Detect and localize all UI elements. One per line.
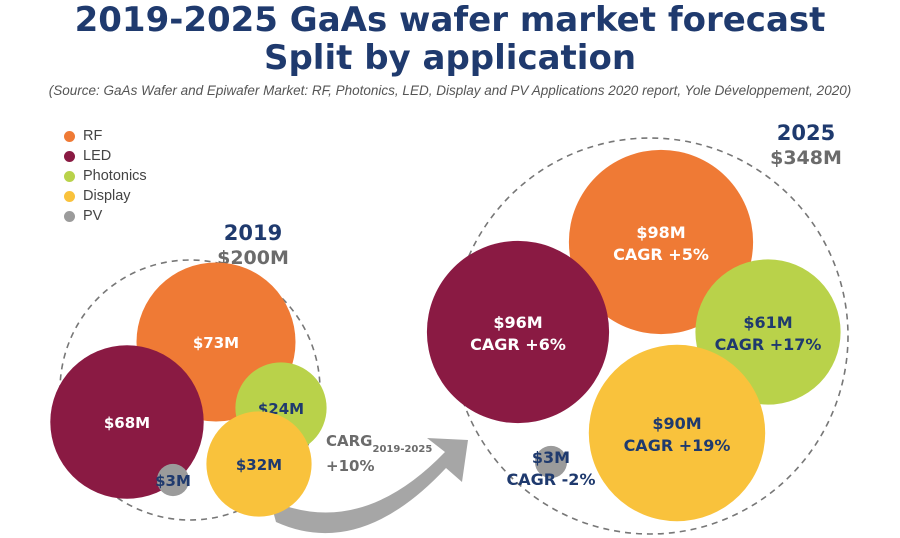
value-label-rf-2019: $73M (193, 334, 239, 352)
legend-swatch-photonics (64, 171, 75, 182)
arrow-label: CARG2019-2025 (326, 432, 432, 455)
legend-label-display: Display (83, 188, 131, 204)
value-label-pv-2019: $3M (155, 472, 191, 490)
group-total-2025: $348M (770, 147, 842, 169)
value-label-led-2019: $68M (104, 414, 150, 432)
bubble-pv-2019 (156, 463, 190, 497)
value-label-display-2019: $32M (236, 456, 282, 474)
group-year-2025: 2025 (777, 121, 835, 145)
legend-label-pv: PV (83, 208, 103, 224)
arrow-label-sub: 2019-2025 (372, 444, 432, 455)
bubble-display-2025 (588, 344, 766, 522)
bubble-display-2019 (206, 411, 312, 517)
legend-label-photonics: Photonics (83, 168, 147, 184)
legend-label-rf: RF (83, 128, 103, 144)
legend-swatch-pv (64, 211, 75, 222)
value-label-pv-2025: $3M (532, 448, 570, 467)
value-label-photonics-2025: $61M (743, 313, 792, 332)
cagr-label-pv-2025: CAGR -2% (507, 470, 596, 489)
arrow-label-value: +10% (326, 457, 374, 475)
cagr-label-display-2025: CAGR +19% (624, 436, 731, 455)
source-note: (Source: GaAs Wafer and Epiwafer Market:… (48, 83, 852, 98)
legend-label-led: LED (83, 148, 112, 164)
cagr-label-photonics-2025: CAGR +17% (715, 335, 822, 354)
value-label-display-2025: $90M (652, 414, 701, 433)
value-label-rf-2025: $98M (636, 223, 685, 242)
legend-swatch-rf (64, 131, 75, 142)
chart-subtitle: Split by application (263, 38, 637, 78)
legend-swatch-display (64, 191, 75, 202)
bubble-pv-2025 (534, 445, 568, 479)
bubble-rf-2025 (568, 149, 754, 335)
cagr-label-led-2025: CAGR +6% (470, 335, 566, 354)
legend-swatch-led (64, 151, 75, 162)
cagr-label-rf-2025: CAGR +5% (613, 245, 709, 264)
growth-arrow-icon (270, 438, 468, 534)
value-label-led-2025: $96M (493, 313, 542, 332)
arrow-label-main: CARG (326, 432, 372, 450)
bubble-led-2025 (426, 240, 610, 424)
chart-title: 2019-2025 GaAs wafer market forecast (74, 0, 826, 40)
bubble-led-2019 (50, 345, 204, 499)
group-year-2019: 2019 (224, 221, 282, 245)
group-total-2019: $200M (217, 247, 289, 269)
